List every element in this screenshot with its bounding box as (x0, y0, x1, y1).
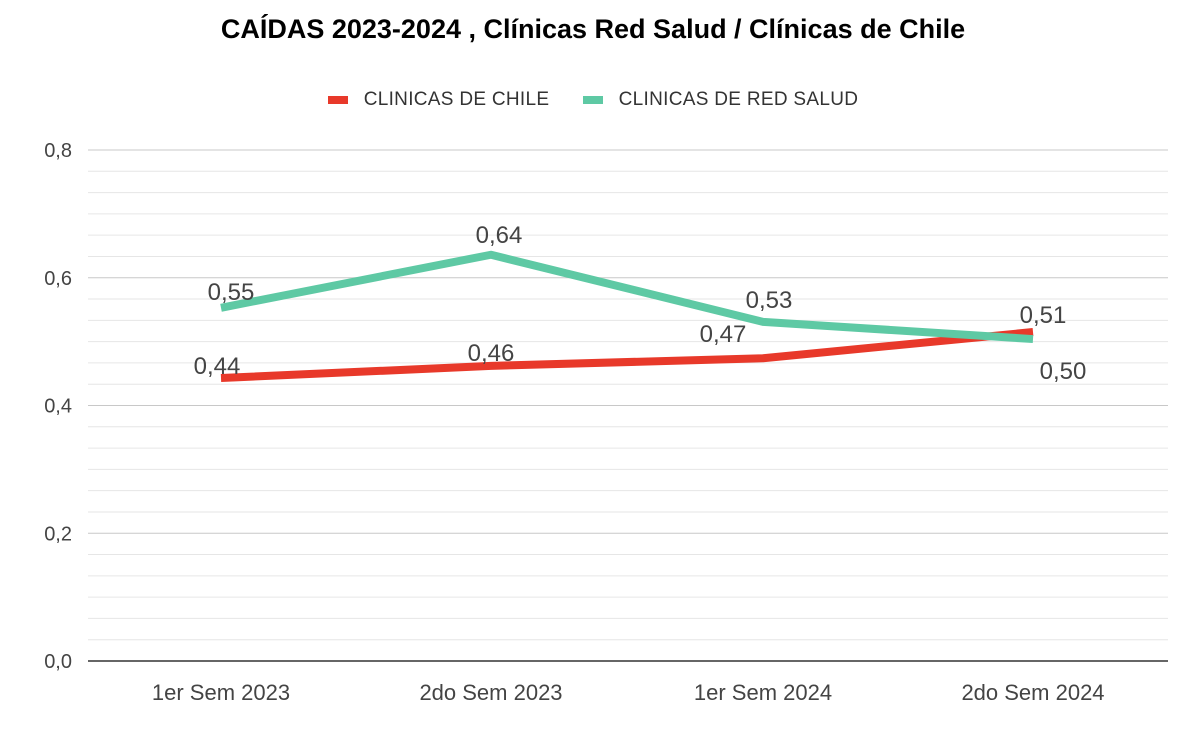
legend-swatch-clinicas-de-chile (327, 96, 348, 104)
data-label: 0,46 (468, 340, 515, 367)
x-tick-label: 2do Sem 2023 (419, 680, 562, 705)
legend: CLINICAS DE CHILE CLINICAS DE RED SALUD (0, 88, 1186, 111)
data-label: 0,50 (1040, 358, 1087, 385)
series-line-clinicas-de-chile[interactable] (220, 328, 1034, 383)
y-tick-label: 0,0 (44, 651, 72, 673)
x-tick-label: 1er Sem 2024 (694, 680, 832, 705)
y-tick-label: 0,2 (44, 523, 72, 545)
y-tick-label: 0,6 (44, 268, 72, 290)
x-tick-label: 2do Sem 2024 (961, 680, 1104, 705)
legend-swatch-clinicas-de-red-salud (582, 96, 603, 104)
data-label: 0,51 (1020, 302, 1067, 329)
data-label: 0,64 (476, 222, 523, 249)
data-label: 0,53 (746, 287, 793, 314)
legend-label-clinicas-de-chile: CLINICAS DE CHILE (363, 89, 550, 110)
y-tick-label: 0,8 (44, 140, 72, 162)
x-tick-label: 1er Sem 2023 (152, 680, 290, 705)
data-label: 0,44 (194, 353, 241, 380)
chart-title: CAÍDAS 2023-2024 , Clínicas Red Salud / … (220, 14, 966, 44)
series-line-clinicas-de-red-salud[interactable] (220, 250, 1034, 344)
legend-label-clinicas-de-red-salud: CLINICAS DE RED SALUD (618, 89, 859, 110)
y-tick-label: 0,4 (44, 396, 72, 418)
data-label: 0,55 (208, 279, 255, 306)
legend-item-clinicas-de-chile[interactable]: CLINICAS DE CHILE (327, 89, 550, 111)
legend-item-clinicas-de-red-salud[interactable]: CLINICAS DE RED SALUD (582, 89, 859, 111)
data-label: 0,47 (700, 321, 747, 348)
